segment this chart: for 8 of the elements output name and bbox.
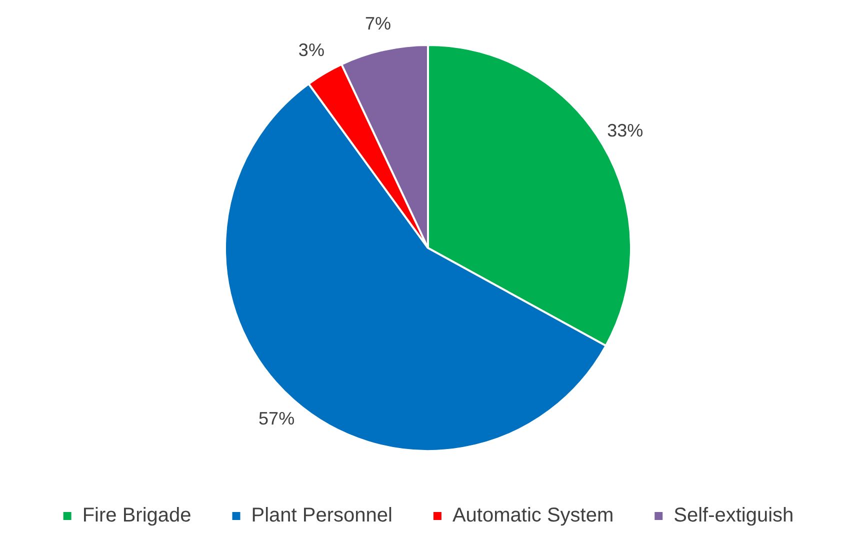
legend-label: Automatic System <box>452 504 614 527</box>
legend-label: Self-extiguish <box>674 504 794 527</box>
legend-label: Plant Personnel <box>251 504 392 527</box>
data-label: 57% <box>258 408 295 429</box>
data-label: 3% <box>298 40 324 60</box>
data-label: 33% <box>607 120 644 140</box>
data-label: 7% <box>365 13 392 34</box>
legend-label: Fire Brigade <box>82 504 192 527</box>
